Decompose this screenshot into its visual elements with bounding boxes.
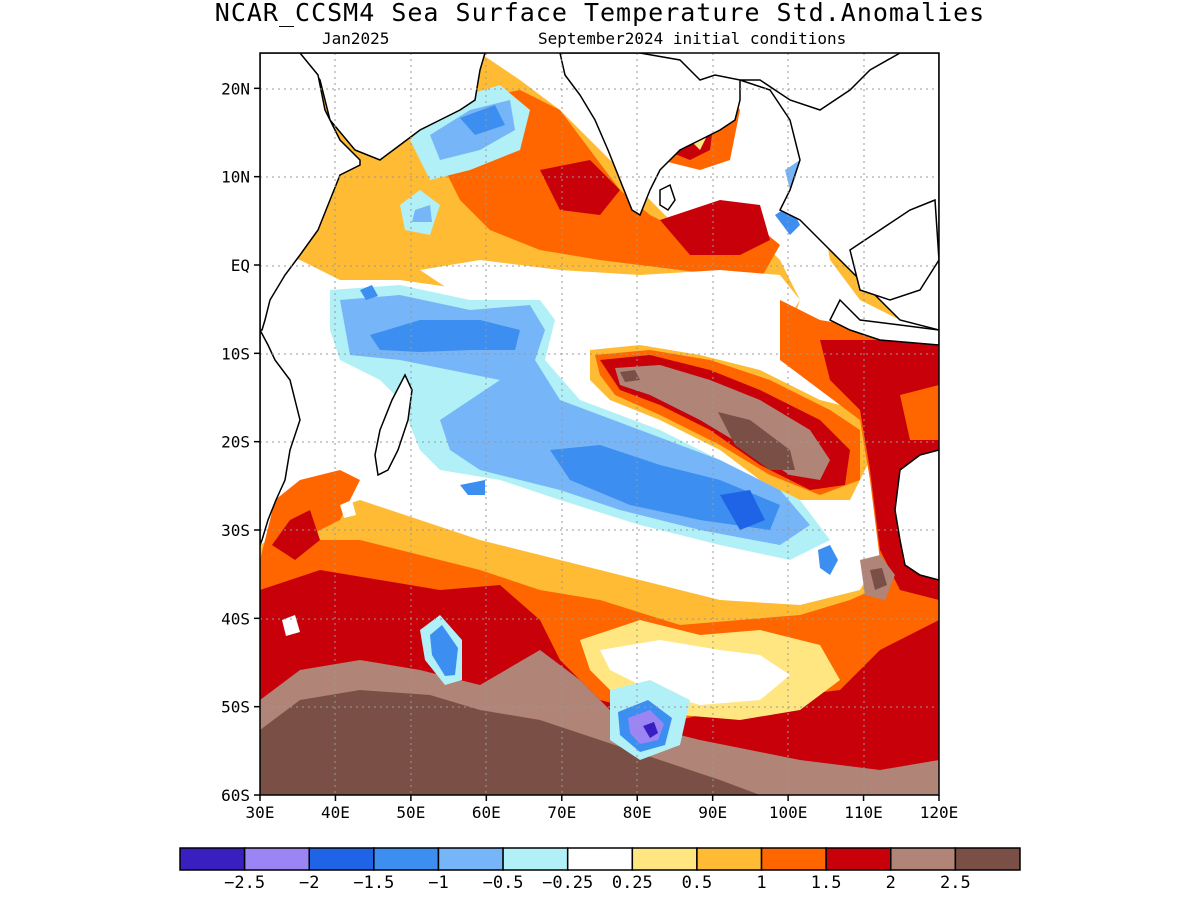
lat-tick-label: 10S [221, 344, 250, 363]
axis-ticks [254, 87, 940, 801]
colorbar-swatch [373, 847, 440, 871]
lon-tick-label: 80E [623, 803, 652, 822]
colorbar-swatch [631, 847, 698, 871]
lon-tick-label: 30E [246, 803, 275, 822]
land-mask [260, 53, 939, 581]
lat-tick-label: 60S [221, 786, 250, 805]
lon-tick-label: 40E [321, 803, 350, 822]
lon-tick-label: 60E [472, 803, 501, 822]
madagascar-outline [374, 373, 413, 477]
sri-lanka-outline [659, 183, 676, 212]
colorbar-swatch [566, 847, 634, 871]
lat-tick-label: 20S [221, 433, 250, 452]
lon-tick-label: 120E [920, 803, 959, 822]
anomaly-field [260, 53, 939, 795]
graticule [260, 53, 939, 795]
colorbar-label: −2 [299, 873, 319, 893]
longitude-labels: 30E 40E 50E 60E 70E 80E 90E 100E 110E 120E [246, 803, 959, 822]
colorbar [179, 847, 1021, 871]
india-outline [559, 53, 741, 217]
colorbar-swatch [825, 847, 892, 871]
colorbar-label: 0.5 [682, 873, 713, 893]
colorbar-label: 0.25 [612, 873, 653, 893]
colorbar-swatch [760, 847, 827, 871]
colorbar-label: −0.5 [483, 873, 524, 893]
colorbar-label: 1 [756, 873, 766, 893]
lat-tick-label: 50S [221, 698, 250, 717]
initial-conditions-label: September2024 initial conditions [538, 29, 847, 48]
latitude-labels: 20N 10N EQ 10S 20S 30S 40S 50S 60S [221, 79, 250, 805]
lat-tick-label: EQ [231, 256, 250, 275]
lon-tick-label: 50E [396, 803, 425, 822]
colorbar-label: −2.5 [224, 873, 265, 893]
colorbar-swatch [502, 847, 569, 871]
lon-tick-label: 90E [698, 803, 727, 822]
chart-title: NCAR_CCSM4 Sea Surface Temperature Std.A… [214, 0, 986, 27]
map-frame [259, 52, 940, 796]
colorbar-label: 1.5 [811, 873, 842, 893]
africa-outline [260, 53, 486, 161]
forecast-month-label: Jan2025 [322, 29, 390, 48]
lat-tick-label: 10N [221, 168, 250, 187]
lon-tick-label: 110E [844, 803, 883, 822]
colorbar-label: −1 [428, 873, 448, 893]
colorbar-swatch [696, 847, 763, 871]
colorbar-swatch [437, 847, 504, 871]
lat-tick-label: 20N [221, 79, 250, 98]
colorbar-swatch [954, 847, 1021, 871]
lat-tick-label: 40S [221, 609, 250, 628]
colorbar-label: −0.25 [542, 873, 593, 893]
lon-tick-label: 70E [547, 803, 576, 822]
borneo-outline [849, 198, 939, 301]
colorbar-label: −1.5 [353, 873, 394, 893]
lon-tick-label: 100E [769, 803, 808, 822]
colorbar-swatch [308, 847, 375, 871]
colorbar-swatch [243, 847, 310, 871]
colorbar-label: 2.5 [940, 873, 971, 893]
lat-tick-label: 30S [221, 521, 250, 540]
australia-outline [894, 449, 939, 581]
colorbar-labels: −2.5 −2 −1.5 −1 −0.5 −0.25 0.25 0.5 1 1.5 2 2.5 [224, 873, 971, 893]
colorbar-label: 2 [886, 873, 896, 893]
colorbar-swatch [890, 847, 957, 871]
colorbar-swatch [179, 847, 246, 871]
